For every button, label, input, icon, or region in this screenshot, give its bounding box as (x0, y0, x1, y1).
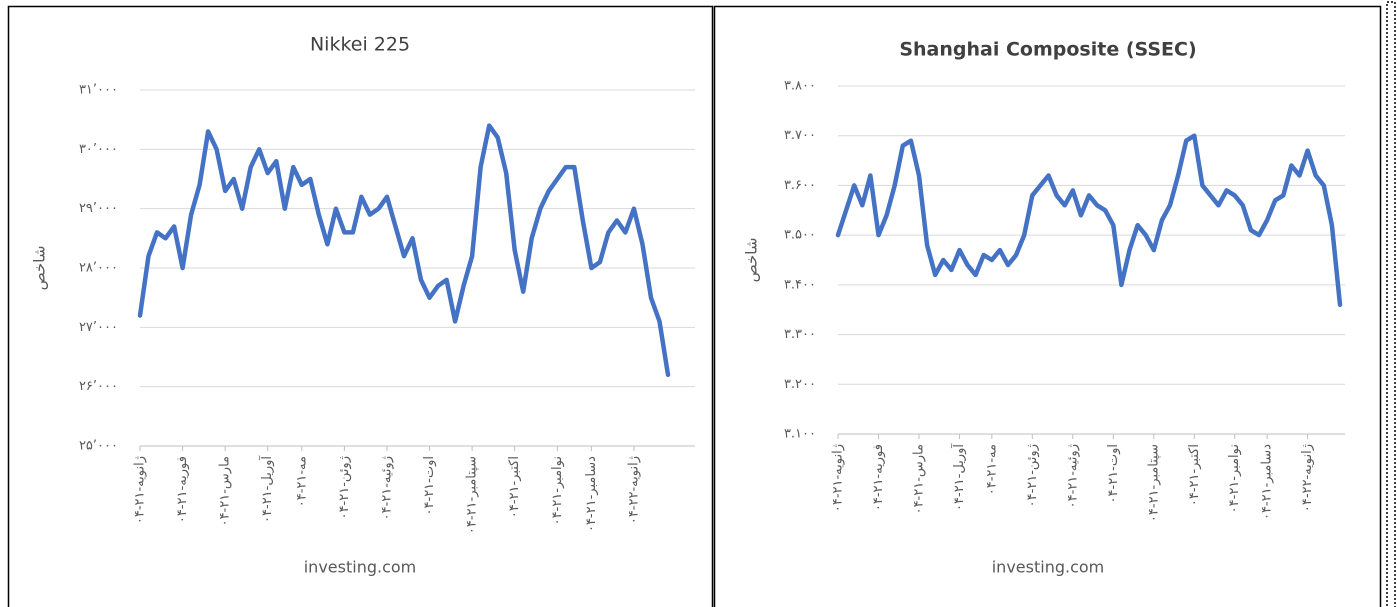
x-tick-label: ۰۴-سپتامبر-۲۱ (465, 456, 480, 534)
x-tick-label: ۰۴-مه-۲۱ (294, 456, 309, 507)
x-tick-label: ۰۴-ژانویه-۲۲ (626, 456, 641, 524)
x-tick-label: ۰۴-نوامبر-۲۱ (1227, 444, 1242, 513)
y-tick-label: ۳.۴۰۰ (784, 277, 816, 292)
chart-title: Shanghai Composite (SSEC) (899, 39, 1196, 61)
x-tick-label: ۰۴-اکتبر-۲۱ (1187, 444, 1202, 506)
x-tick-label: ۰۴-اکتبر-۲۱ (507, 456, 522, 518)
x-tick-label: ۰۴-ژوئیه-۲۱ (1065, 444, 1080, 508)
chart-title: Nikkei 225 (310, 34, 410, 56)
x-tick-label: ۰۴-ژانویه-۲۱ (133, 456, 148, 524)
y-tick-label: ۳.۲۰۰ (784, 377, 816, 392)
x-tick-label: ۰۴-ژوئیه-۲۱ (379, 456, 394, 520)
panel-border (7, 5, 714, 607)
y-tick-label: ۳.۶۰۰ (784, 178, 816, 193)
x-tick-label: ۰۴-سپتامبر-۲۱ (1146, 444, 1161, 522)
y-tick-label: ۲۸’۰۰۰ (79, 261, 118, 276)
panel-border (713, 5, 1382, 607)
x-tick-label: ۰۴-ژانویه-۲۱ (831, 444, 846, 512)
y-tick-label: ۳۰’۰۰۰ (79, 142, 118, 157)
y-tick-label: ۲۷’۰۰۰ (79, 320, 118, 335)
y-axis-title: شاخص (31, 246, 49, 291)
x-tick-label: ۰۴-دسامبر-۲۱ (1260, 444, 1275, 520)
x-tick-label: ۰۴-اوت-۲۱ (422, 456, 437, 515)
source-note: investing.com (992, 558, 1105, 577)
x-tick-label: ۰۴-فوریه-۲۱ (871, 444, 886, 511)
y-tick-label: ۳.۵۰۰ (784, 228, 816, 243)
data-line (137, 123, 671, 378)
data-line (835, 133, 1343, 307)
y-tick-label: ۲۹’۰۰۰ (79, 201, 118, 216)
y-tick-label: ۲۵’۰۰۰ (79, 439, 118, 454)
x-tick-label: ۰۴-مارس-۲۱ (911, 444, 926, 514)
x-tick-label: ۰۴-ژانویه-۲۲ (1300, 444, 1315, 512)
y-tick-label: ۳.۷۰۰ (784, 128, 816, 143)
x-tick-label: ۰۴-آوریل-۲۱ (950, 443, 967, 511)
y-tick-label: ۳.۳۰۰ (784, 327, 816, 342)
y-tick-label: ۲۶’۰۰۰ (79, 379, 118, 394)
y-tick-label: ۳.۸۰۰ (784, 79, 816, 94)
page-edge (1386, 1, 1396, 607)
x-tick-label: ۰۴-اوت-۲۱ (1106, 444, 1121, 503)
x-tick-label: ۰۴-ژوئن-۲۱ (1025, 444, 1040, 507)
x-tick-label: ۰۴-ژوئن-۲۱ (337, 456, 352, 519)
y-tick-label: ۳۱’۰۰۰ (79, 83, 118, 98)
x-tick-label: ۰۴-آوریل-۲۱ (258, 455, 275, 523)
x-tick-label: ۰۴-دسامبر-۲۱ (584, 456, 599, 532)
x-tick-label: ۰۴-مه-۲۱ (984, 444, 999, 495)
y-axis-title: شاخص (743, 238, 761, 283)
x-tick-label: ۰۴-نوامبر-۲۱ (550, 456, 565, 525)
source-note: investing.com (304, 558, 417, 577)
x-tick-label: ۰۴-فوریه-۲۱ (175, 456, 190, 523)
x-tick-label: ۰۴-مارس-۲۱ (218, 456, 233, 526)
y-tick-label: ۳.۱۰۰ (784, 427, 816, 442)
